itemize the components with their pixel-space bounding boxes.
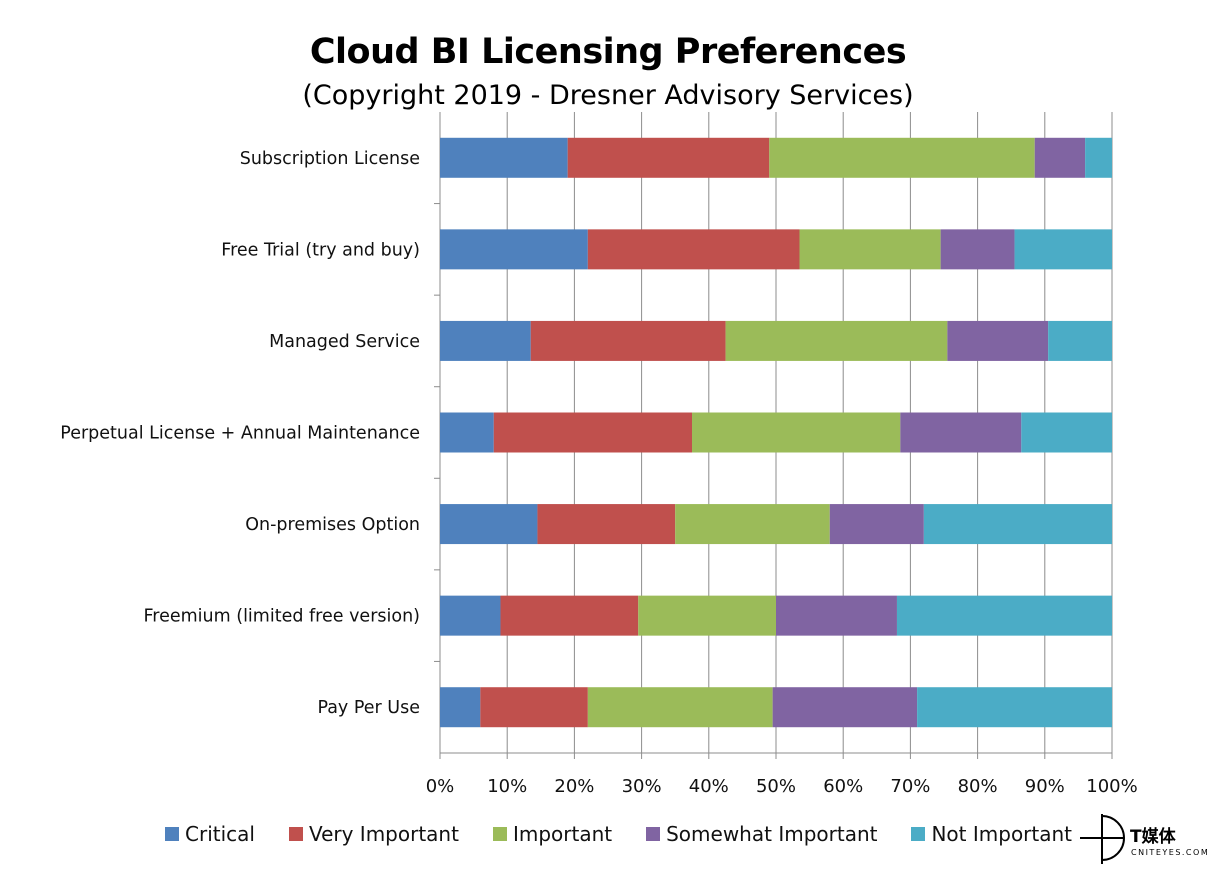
bar-important-2 — [725, 320, 948, 361]
bar-not-important-1 — [1014, 229, 1112, 270]
bar-somewhat-important-0 — [1034, 137, 1086, 178]
category-label-1: Free Trial (try and buy) — [221, 240, 420, 260]
bar-very-important-3 — [493, 412, 692, 453]
bar-not-important-3 — [1021, 412, 1112, 453]
legend-item-not-important: Not Important — [911, 822, 1072, 846]
category-label-3: Perpetual License + Annual Maintenance — [60, 424, 420, 444]
legend-item-very-important: Very Important — [288, 822, 459, 846]
watermark-cn-text: T媒体 — [1130, 827, 1176, 847]
x-tick-label-6: 60% — [823, 776, 863, 797]
legend-label: Important — [512, 822, 613, 846]
x-tick-label-0: 0% — [426, 776, 455, 797]
x-tick-label-9: 90% — [1025, 776, 1065, 797]
category-label-5: Freemium (limited free version) — [144, 607, 421, 627]
bar-important-0 — [769, 137, 1035, 178]
bar-somewhat-important-3 — [900, 412, 1022, 453]
bar-somewhat-important-1 — [940, 229, 1015, 270]
legend-label: Very Important — [308, 822, 459, 846]
legend-item-important: Important — [492, 822, 613, 846]
legend-swatch — [911, 827, 926, 841]
bar-somewhat-important-6 — [772, 687, 918, 728]
bar-not-important-4 — [923, 504, 1112, 545]
chart-title: Cloud BI Licensing Preferences — [309, 32, 907, 72]
category-label-2: Managed Service — [269, 332, 420, 352]
x-tick-label-4: 40% — [689, 776, 729, 797]
x-tick-label-10: 100% — [1086, 776, 1137, 797]
bar-important-3 — [692, 412, 901, 453]
bar-somewhat-important-2 — [947, 320, 1049, 361]
bar-somewhat-important-4 — [829, 504, 924, 545]
x-tick-label-7: 70% — [890, 776, 930, 797]
legend-item-critical: Critical — [165, 822, 255, 846]
category-label-4: On-premises Option — [245, 515, 420, 535]
legend-swatch — [165, 827, 179, 841]
bar-not-important-2 — [1048, 320, 1112, 361]
bar-very-important-1 — [587, 229, 800, 270]
bar-important-5 — [638, 595, 776, 636]
bar-critical-4 — [440, 504, 538, 545]
bar-critical-1 — [440, 229, 588, 270]
bar-very-important-2 — [530, 320, 726, 361]
x-tick-label-8: 80% — [958, 776, 998, 797]
legend-swatch — [288, 827, 303, 841]
legend: Critical Very Important Important Somewhat … — [165, 822, 1072, 846]
x-tick-label-1: 10% — [487, 776, 527, 797]
bar-important-1 — [799, 229, 941, 270]
watermark-logo-icon — [1080, 814, 1125, 864]
chart-subtitle: (Copyright 2019 - Dresner Advisory Servi… — [302, 80, 914, 111]
bar-very-important-0 — [567, 137, 770, 178]
bar-not-important-6 — [917, 687, 1112, 728]
bar-not-important-5 — [896, 595, 1112, 636]
bar-critical-3 — [440, 412, 494, 453]
bar-very-important-4 — [537, 504, 676, 545]
bar-important-6 — [587, 687, 773, 728]
legend-item-somewhat-important: Somewhat Important — [646, 822, 877, 846]
legend-label: Somewhat Important — [666, 822, 878, 846]
bar-very-important-5 — [500, 595, 639, 636]
bar-not-important-0 — [1085, 137, 1112, 178]
bar-critical-0 — [440, 137, 568, 178]
category-label-0: Subscription License — [240, 149, 420, 169]
legend-label: Critical — [185, 822, 255, 846]
category-label-6: Pay Per Use — [317, 698, 420, 718]
x-tick-label-2: 20% — [554, 776, 594, 797]
x-tick-label-5: 50% — [756, 776, 796, 797]
legend-swatch — [646, 827, 661, 841]
bar-critical-5 — [440, 595, 501, 636]
bar-very-important-6 — [480, 687, 588, 728]
watermark-en-text: CNITEYES.COM — [1131, 848, 1210, 857]
legend-swatch — [492, 827, 507, 841]
x-tick-label-3: 30% — [622, 776, 662, 797]
bar-critical-2 — [440, 320, 531, 361]
bar-somewhat-important-5 — [776, 595, 897, 636]
watermark: T媒体 CNITEYES.COM — [1078, 812, 1228, 868]
bar-important-4 — [675, 504, 830, 545]
bar-critical-6 — [440, 687, 481, 728]
legend-label: Not Important — [931, 822, 1073, 846]
